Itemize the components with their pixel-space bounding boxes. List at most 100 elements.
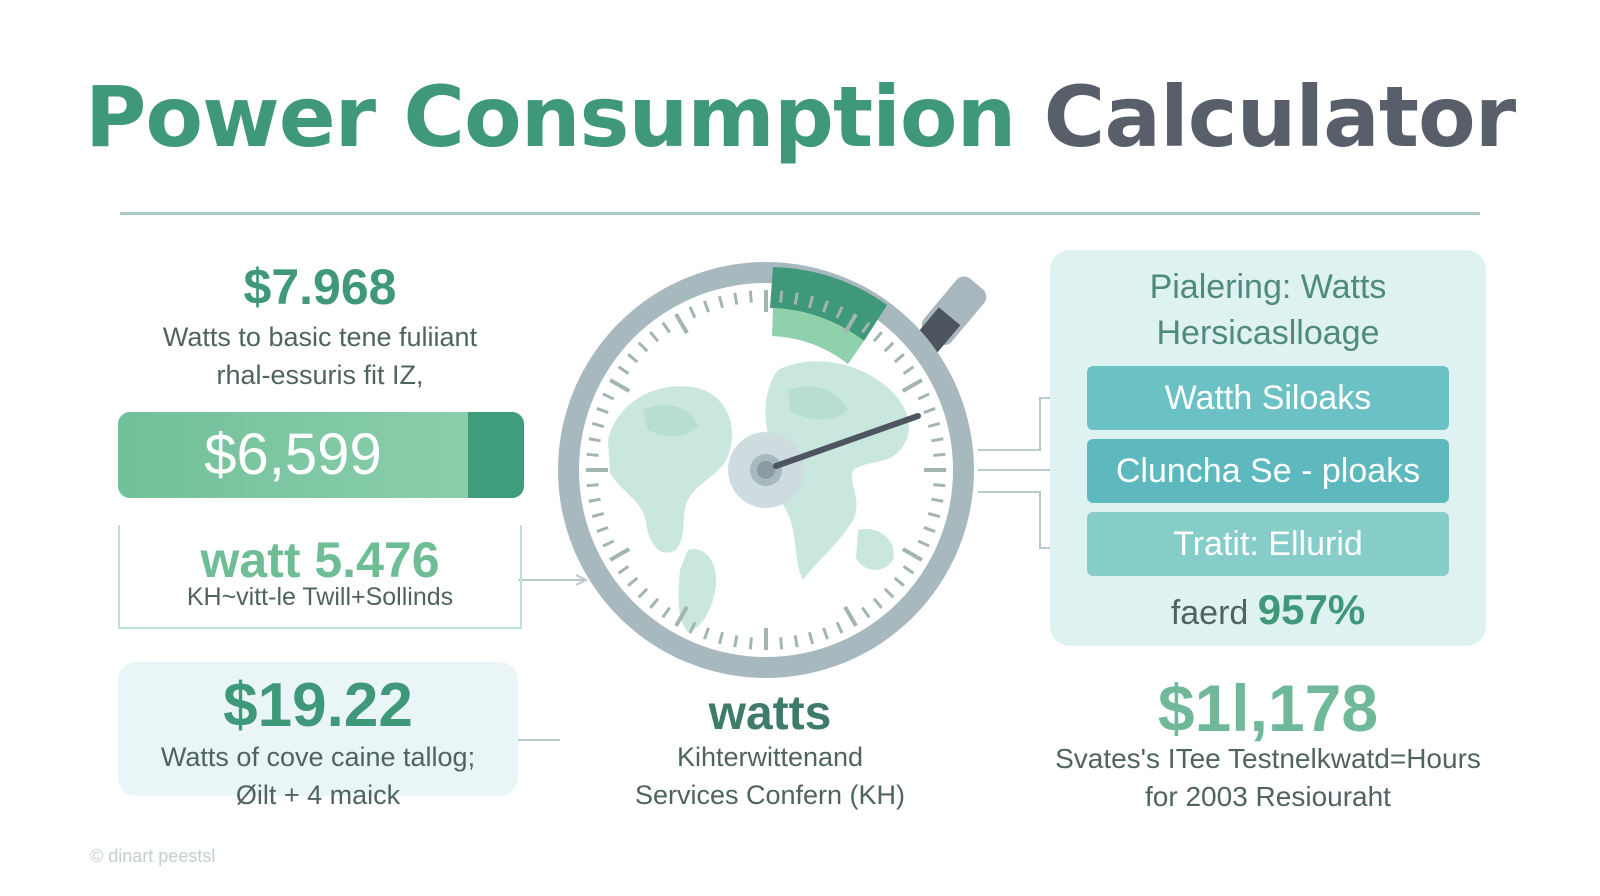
globe-icon (608, 361, 909, 632)
gauge-tick (927, 421, 941, 428)
gauge-tick (602, 539, 615, 548)
gauge-tick (703, 627, 710, 640)
gauge-tick (596, 407, 609, 414)
percent-prefix: faerd (1170, 594, 1249, 632)
gauge-tick (674, 605, 689, 627)
gauge-tick (649, 597, 660, 609)
gauge-tick (808, 631, 815, 645)
gauge-tick (733, 635, 739, 648)
caption-line: rhal-essuris fit IZ, (216, 360, 424, 390)
percent-value: 957% (1257, 586, 1366, 633)
percent-readout: faerd 957% (1050, 586, 1486, 634)
gauge-tick (596, 526, 609, 533)
gauge-arc-light (772, 308, 864, 364)
gauge-tick (893, 353, 905, 364)
gauge-tick (927, 512, 941, 519)
gauge-tick (917, 392, 930, 401)
gauge-tick (883, 587, 895, 599)
gauge-tick (901, 547, 923, 562)
gauge-tick (843, 313, 858, 335)
gauge-tick (861, 606, 871, 619)
gauge-tick (703, 300, 710, 313)
gauge-tick (843, 605, 858, 627)
gauge-tick (717, 295, 724, 309)
caption-line: Watts of cove caine tallog; (160, 742, 476, 772)
gauge-tick (609, 547, 631, 562)
gauge-tick (793, 292, 799, 305)
heading-line: Hersicaslloage (1156, 314, 1380, 352)
gauge-tick (688, 306, 697, 319)
gauge-tick (717, 631, 724, 645)
left-card-caption: Watts of cove caine tallog; Øilt + 4 mai… (118, 738, 518, 814)
gauge-tick (872, 597, 883, 609)
left-amount-top: $7.968 (243, 259, 397, 315)
title-divider (120, 212, 1480, 215)
gauge-tick (793, 635, 799, 648)
option-button-2[interactable]: Cluncha Se - ploaks (1087, 439, 1449, 503)
gauge-tick (617, 565, 630, 575)
gauge-tick (609, 378, 631, 393)
options-card: Pialering: Watts Hersicaslloage Watth Si… (1050, 250, 1486, 646)
gauge-tick (733, 292, 739, 305)
gauge-tick (931, 437, 944, 443)
caption-line: Svates's ITee Testnelkwatd=Hours (1055, 743, 1481, 774)
left-amount-top-caption: Watts to basic tene fuliiant rhal-essuri… (110, 318, 530, 394)
gauge-tick (748, 637, 753, 650)
footer-credit: © dinart peestsl (90, 846, 216, 866)
options-heading: Pialering: Watts Hersicaslloage (1050, 264, 1486, 356)
caption-line: Services Confern (KH) (634, 780, 906, 810)
title-part2: Calculator (1043, 68, 1516, 166)
gauge-tick (591, 421, 605, 428)
option-button-1[interactable]: Watth Siloaks (1087, 366, 1449, 430)
gauge-tick (835, 621, 844, 634)
gauge-tick (923, 526, 936, 533)
caption-line: Kihterwittenand (676, 742, 864, 772)
gauge-tick (933, 483, 946, 488)
gauge-tick (917, 539, 930, 548)
gauge-tick (779, 637, 784, 650)
gauge-tick (602, 392, 615, 401)
gauge-tick (649, 331, 660, 343)
gauge-tick (933, 452, 946, 457)
gauge-tick (748, 290, 753, 303)
caption-line: Øilt + 4 maick (235, 780, 401, 810)
gauge-tick (588, 497, 601, 503)
gauge-tick (586, 483, 599, 488)
center-caption: Kihterwittenand Services Confern (KH) (560, 738, 980, 814)
gauge-tick (586, 452, 599, 457)
gauge-tick (661, 606, 671, 619)
gauge-tick (674, 313, 689, 335)
cost-bar-value: $6,599 (204, 422, 382, 487)
watt-box: watt 5.476 KH~vitt-le Twill+Sollinds (118, 525, 522, 629)
gauge-needle (773, 413, 921, 469)
right-amount-caption: Svates's ITee Testnelkwatd=Hours for 200… (1030, 740, 1506, 816)
gauge-ticks (586, 290, 946, 650)
gauge-tick (637, 341, 649, 353)
gauge-tick (822, 627, 829, 640)
gauge-tick (822, 300, 829, 313)
page-title: Power Consumption Calculator (0, 68, 1600, 166)
gauge-tick (688, 621, 697, 634)
watt-value: watt 5.476 (200, 532, 440, 588)
title-part1: Power Consumption (84, 68, 1017, 166)
gauge-arc-dark (770, 267, 887, 341)
gauge-tick (883, 341, 895, 353)
left-card-amount: $19.22 (223, 671, 413, 740)
caption-line: for 2003 Resiouraht (1145, 781, 1391, 812)
gauge-tick (779, 290, 784, 303)
gauge-tick (902, 365, 915, 375)
heading-line: Pialering: Watts (1149, 268, 1387, 306)
gauge-tick (835, 306, 844, 319)
watt-caption: KH~vitt-le Twill+Sollinds (186, 583, 454, 611)
left-card: $19.22 Watts of cove caine tallog; Øilt … (118, 662, 518, 810)
gauge-tick (861, 321, 871, 334)
gauge-tick (893, 576, 905, 587)
option-button-3[interactable]: Tratit: Ellurid (1087, 512, 1449, 576)
cost-bar-end (468, 412, 524, 498)
gauge-tick (923, 407, 936, 414)
gauge-tick (627, 353, 639, 364)
gauge-tick (808, 295, 815, 309)
gauge-tick (591, 512, 605, 519)
gauge-tick (872, 331, 883, 343)
center-label: watts (708, 687, 832, 740)
